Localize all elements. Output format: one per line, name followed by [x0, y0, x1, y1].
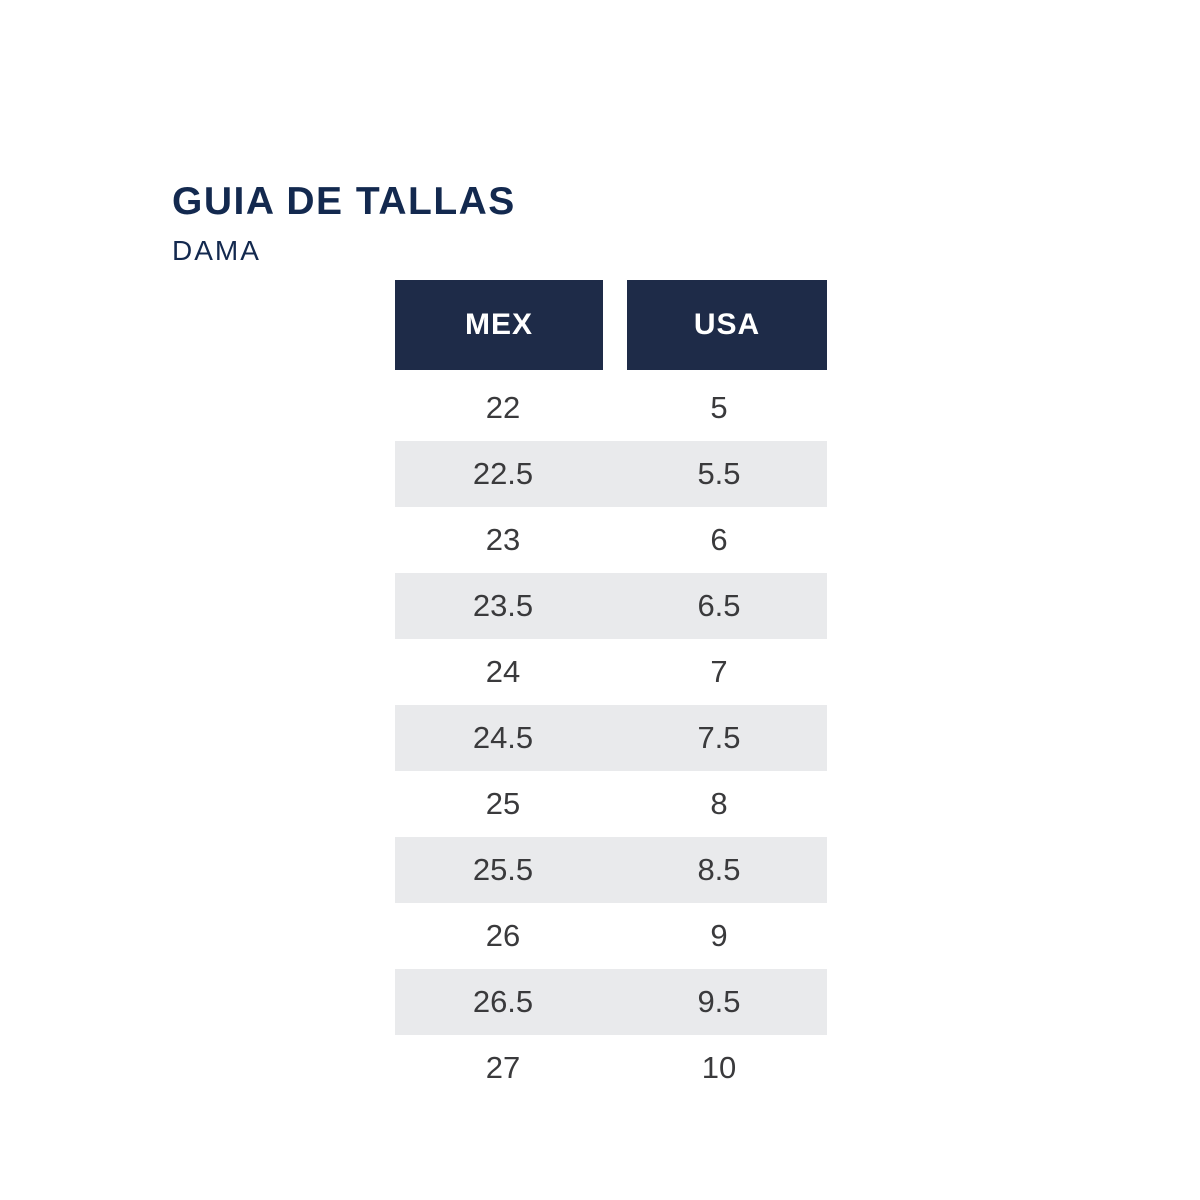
mex-size-cell: 26	[485, 918, 521, 953]
page-subtitle: DAMA	[172, 235, 261, 266]
column-header-usa: USA	[627, 280, 827, 370]
usa-size-cell: 6	[710, 522, 728, 557]
usa-size-cell: 8	[710, 786, 728, 821]
table-row: 26.5 9.5	[395, 969, 827, 1035]
mex-size-cell: 27	[485, 1050, 521, 1085]
mex-size-cell: 25	[485, 786, 521, 821]
table-row: 25 8	[395, 771, 827, 837]
mex-size-cell: 22.5	[472, 456, 534, 491]
table-row: 24 7	[395, 639, 827, 705]
usa-size-cell: 9	[710, 918, 728, 953]
table-row: 26 9	[395, 903, 827, 969]
mex-size-cell: 22	[485, 390, 521, 425]
mex-size-cell: 24.5	[472, 720, 534, 755]
table-row: 25.5 8.5	[395, 837, 827, 903]
size-table: MEX USA 22 5 22.5 5.5 23 6 23.5 6.5 24 7 24.5 7.5 25…	[395, 280, 827, 1101]
table-row: 27 10	[395, 1035, 827, 1101]
usa-size-cell: 10	[701, 1050, 737, 1085]
size-table-body: 22 5 22.5 5.5 23 6 23.5 6.5 24 7 24.5 7.5 25 8 25.5 8.5…	[395, 375, 827, 1101]
usa-size-cell: 6.5	[697, 588, 741, 623]
table-row: 23.5 6.5	[395, 573, 827, 639]
size-table-header: MEX USA	[395, 280, 827, 370]
usa-size-cell: 5.5	[697, 456, 741, 491]
column-header-mex: MEX	[395, 280, 603, 370]
mex-size-cell: 26.5	[472, 984, 534, 1019]
usa-size-cell: 5	[710, 390, 728, 425]
mex-size-cell: 24	[485, 654, 521, 689]
usa-size-cell: 7.5	[697, 720, 741, 755]
table-row: 23 6	[395, 507, 827, 573]
mex-size-cell: 23	[485, 522, 521, 557]
usa-size-cell: 9.5	[697, 984, 741, 1019]
table-row: 22.5 5.5	[395, 441, 827, 507]
table-row: 24.5 7.5	[395, 705, 827, 771]
mex-size-cell: 25.5	[472, 852, 534, 887]
usa-size-cell: 7	[710, 654, 728, 689]
usa-size-cell: 8.5	[697, 852, 741, 887]
table-row: 22 5	[395, 375, 827, 441]
mex-size-cell: 23.5	[472, 588, 534, 623]
page-title: GUIA DE TALLAS	[172, 180, 516, 223]
